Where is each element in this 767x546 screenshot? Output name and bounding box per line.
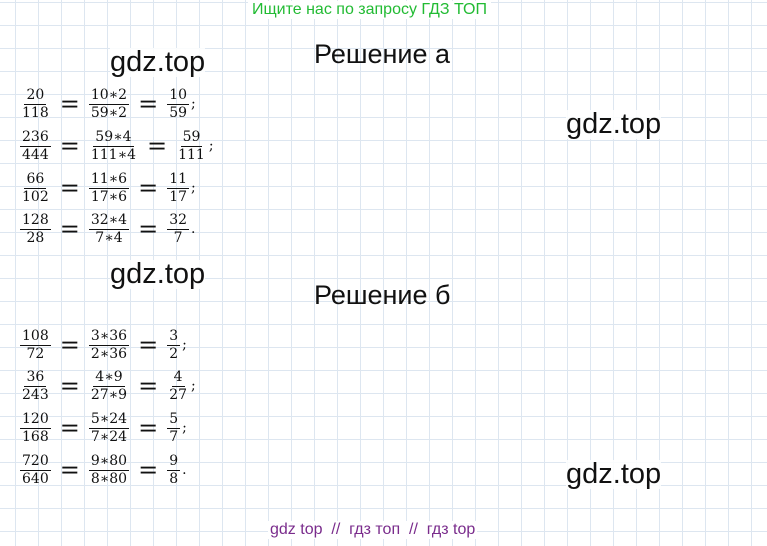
- punctuation: ;: [182, 337, 187, 353]
- fraction: 36 243: [22, 368, 49, 403]
- fraction: 120 168: [20, 410, 51, 445]
- equals-sign: =: [138, 331, 159, 359]
- fraction: 10∗2 59∗2: [88, 86, 130, 121]
- punctuation: ;: [191, 378, 196, 394]
- equals-sign: =: [59, 372, 80, 400]
- equation-row: 66 102 = 11∗6 17∗6 = 11 17 ;: [20, 170, 196, 206]
- punctuation: .: [191, 221, 196, 237]
- fraction: 66 102: [22, 170, 49, 205]
- punctuation: ;: [191, 180, 196, 196]
- fraction: 236 444: [20, 128, 51, 163]
- fraction: 3∗36 2∗36: [88, 327, 130, 362]
- fraction: 4∗9 27∗9: [90, 368, 128, 403]
- equals-sign: =: [59, 456, 80, 484]
- equals-sign: =: [138, 456, 159, 484]
- fraction: 108 72: [20, 327, 51, 362]
- fraction: 11 17: [167, 170, 190, 205]
- punctuation: ;: [182, 420, 187, 436]
- equals-sign: =: [59, 215, 80, 243]
- equals-sign: =: [138, 414, 159, 442]
- punctuation: ;: [191, 96, 196, 112]
- fraction: 59∗4 111∗4: [90, 128, 136, 163]
- fraction: 20 118: [22, 86, 49, 121]
- equals-sign: =: [138, 215, 159, 243]
- equals-sign: =: [59, 331, 80, 359]
- equals-sign: =: [138, 174, 159, 202]
- fraction: 10 59: [167, 86, 190, 121]
- equals-sign: =: [138, 372, 159, 400]
- fraction: 128 28: [20, 211, 51, 246]
- fraction: 9∗80 8∗80: [88, 452, 130, 487]
- watermark-3: gdz.top: [110, 258, 206, 290]
- equals-sign: =: [59, 174, 80, 202]
- fraction: 720 640: [20, 452, 51, 487]
- section-a-title: Решение а: [314, 39, 451, 69]
- equation-row: 36 243 = 4∗9 27∗9 = 4 27 ;: [20, 368, 196, 404]
- punctuation: .: [182, 462, 187, 478]
- equals-sign: =: [138, 90, 159, 118]
- equals-sign: =: [59, 132, 80, 160]
- fraction: 32 7: [167, 211, 190, 246]
- fraction: 11∗6 17∗6: [88, 170, 130, 205]
- equals-sign: =: [59, 414, 80, 442]
- fraction: 4 27: [169, 368, 188, 403]
- fraction: 32∗4 7∗4: [88, 211, 130, 246]
- watermark-2: gdz.top: [566, 108, 662, 140]
- watermark-4: gdz.top: [566, 458, 662, 490]
- fraction: 59 111: [178, 128, 205, 163]
- section-b-title: Решение б: [314, 280, 451, 310]
- search-banner: Ищите нас по запросу ГДЗ ТОП: [248, 1, 491, 19]
- fraction: 5∗24 7∗24: [88, 410, 130, 445]
- equation-row: 20 118 = 10∗2 59∗2 = 10 59 ;: [20, 86, 196, 122]
- equals-sign: =: [59, 90, 80, 118]
- equation-row: 128 28 = 32∗4 7∗4 = 32 7 .: [20, 211, 195, 247]
- punctuation: ;: [208, 138, 214, 154]
- equals-sign: =: [147, 132, 168, 160]
- watermark-1: gdz.top: [110, 46, 206, 78]
- footer-links: gdz top // гдз топ // гдз top: [268, 521, 478, 539]
- equation-row: 236 444 = 59∗4 111∗4 = 59 111 ;: [20, 128, 214, 164]
